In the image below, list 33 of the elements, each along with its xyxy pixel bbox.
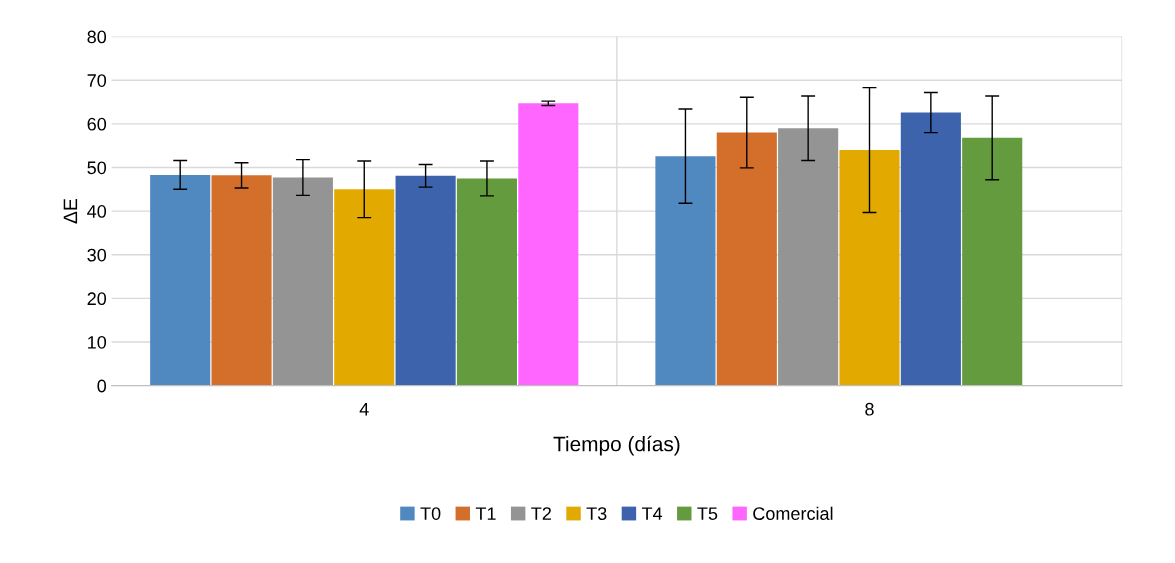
bar bbox=[518, 103, 579, 386]
bar bbox=[962, 137, 1023, 386]
y-tick-label: 10 bbox=[88, 335, 107, 349]
y-tick-label: 70 bbox=[87, 74, 107, 87]
y-tick-label: 60 bbox=[87, 117, 107, 131]
bar bbox=[150, 174, 211, 386]
legend-label: T4 bbox=[641, 507, 663, 520]
y-tick-label: 80 bbox=[87, 30, 107, 44]
bar bbox=[395, 175, 456, 386]
legend-label: T0 bbox=[420, 507, 441, 520]
bar bbox=[900, 112, 961, 386]
legend-label: T3 bbox=[586, 507, 607, 520]
bar bbox=[839, 150, 900, 386]
bar bbox=[778, 128, 839, 386]
y-tick-label: 50 bbox=[87, 161, 107, 175]
y-tick-label: 0 bbox=[97, 379, 107, 393]
bar bbox=[716, 132, 777, 386]
y-tick-label: 20 bbox=[87, 292, 107, 306]
x-axis-title: Tiempo (días) bbox=[553, 435, 680, 456]
y-axis-title: ΔE bbox=[63, 198, 78, 224]
legend-label: T1 bbox=[475, 507, 496, 520]
bar bbox=[211, 175, 272, 386]
x-tick-label: 8 bbox=[865, 402, 874, 416]
bar bbox=[334, 189, 395, 386]
y-tick-label: 40 bbox=[87, 205, 107, 218]
bar bbox=[272, 177, 333, 386]
legend-label: T5 bbox=[697, 507, 718, 520]
x-tick-label: 4 bbox=[359, 402, 369, 416]
legend-label: T2 bbox=[531, 507, 551, 520]
bar bbox=[456, 178, 518, 386]
y-tick-label: 30 bbox=[87, 248, 107, 262]
legend-label: Comercial bbox=[753, 506, 833, 520]
bar bbox=[655, 156, 716, 386]
